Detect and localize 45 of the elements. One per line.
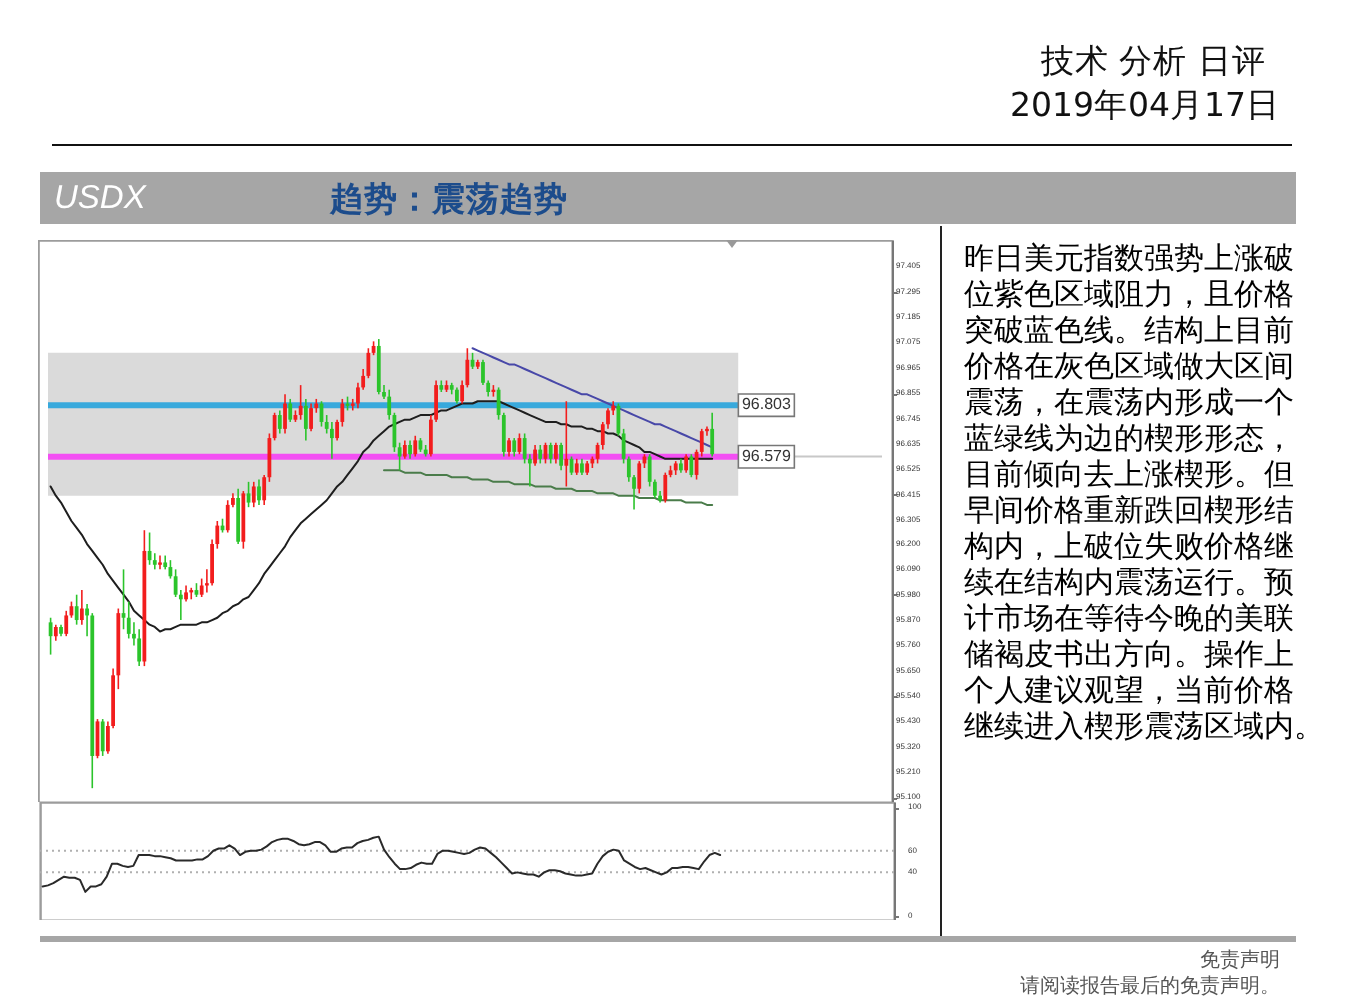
candlestick [158, 554, 162, 571]
chart-title: USDX [54, 180, 146, 218]
text: 请阅读报告最后的免责声明。 [1020, 976, 1280, 1000]
candlestick [684, 453, 689, 474]
text: 技术 分析 日评 [1041, 40, 1266, 84]
candlestick [309, 402, 313, 432]
candlestick [663, 471, 668, 504]
candlestick [559, 441, 564, 472]
candlestick [48, 616, 53, 656]
chart-subtitle: 趋势：震荡趋势 [330, 178, 568, 222]
candlestick [100, 718, 105, 757]
candlestick [533, 444, 537, 467]
candlestick [376, 338, 381, 396]
candlestick [330, 421, 334, 460]
candlestick [408, 439, 412, 460]
candlestick [288, 398, 293, 423]
candlestick [564, 400, 569, 488]
candlestick [74, 593, 79, 626]
candlestick [257, 478, 261, 506]
text: 2019年04月17日 [1010, 84, 1280, 128]
candlestick [512, 437, 517, 458]
candlestick [507, 437, 511, 458]
candlestick [413, 434, 418, 458]
line-series [41, 835, 722, 893]
candlestick [199, 577, 204, 598]
candlestick [554, 441, 558, 465]
text: 免责声明 [1200, 950, 1280, 974]
candlestick [283, 393, 287, 435]
candlestick [236, 487, 241, 545]
candlestick [710, 411, 715, 458]
candlestick [298, 384, 303, 421]
candlestick [64, 610, 69, 637]
candlestick [79, 589, 84, 626]
candlestick [637, 460, 642, 495]
candlestick [689, 453, 694, 479]
candlestick [548, 441, 553, 465]
candlestick [402, 439, 407, 460]
line-series [383, 469, 714, 506]
candlestick [251, 481, 256, 508]
candlestick [538, 444, 543, 465]
text: 昨日美元指数强势上涨破位紫色区域阻力，且价格突破蓝色线。结构上目前价格在灰色区域做大区间震荡，在震荡内形成一个蓝绿线为边的楔形形态，目前倾向去上涨楔形。但早间价格重新跌回楔形结构内，上破位失败价格继续在结构内震荡运行。预计市场在等待今晚的美联储褐皮书出方向。操作上个人建议观望，当前价格继续进入楔形震荡区域内。 [964, 242, 1324, 744]
candlestick [303, 398, 308, 442]
candlestick [277, 409, 282, 435]
candlestick [137, 628, 142, 667]
candlestick [225, 499, 230, 534]
